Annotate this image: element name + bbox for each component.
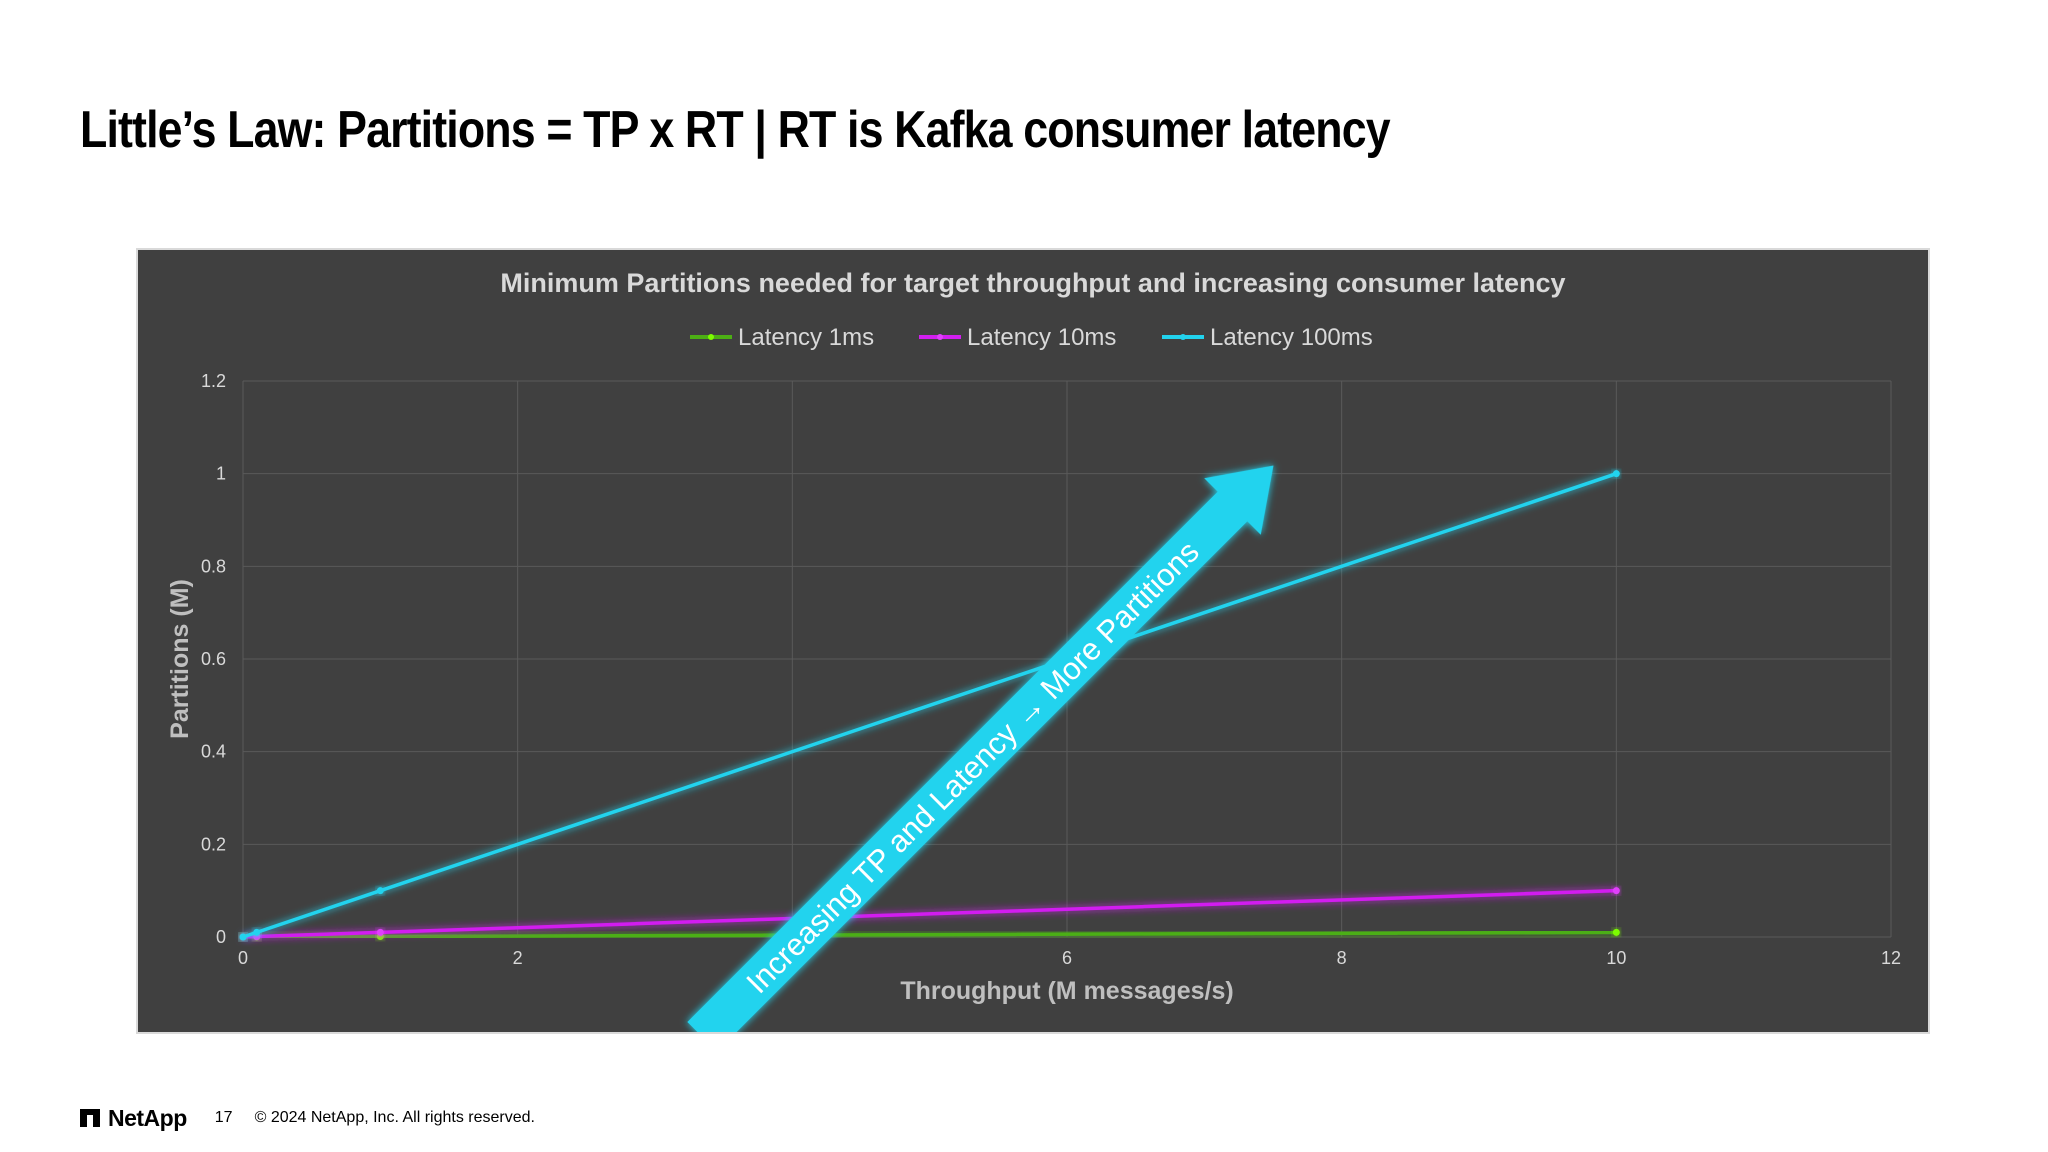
chart-title: Minimum Partitions needed for target thr… (500, 268, 1565, 298)
data-point (376, 928, 384, 936)
y-tick-label: 0.6 (201, 649, 226, 669)
logo-text: NetApp (108, 1104, 187, 1131)
series-line (242, 888, 1617, 939)
annotation-arrow: Increasing TP and Latency → More Partiti… (687, 465, 1274, 1032)
x-tick-label: 2 (513, 948, 523, 968)
x-tick-label: 10 (1606, 948, 1626, 968)
copyright: © 2024 NetApp, Inc. All rights reserved. (254, 1109, 535, 1126)
x-tick-label: 12 (1881, 948, 1901, 968)
legend-swatch-marker (1180, 334, 1186, 340)
netapp-logo: NetApp (80, 1105, 187, 1132)
x-axis-label: Throughput (M messages/s) (900, 977, 1233, 1005)
y-tick-label: 1 (216, 464, 226, 484)
legend-label: Latency 10ms (967, 324, 1116, 351)
y-tick-label: 0.4 (201, 742, 226, 762)
series-line (242, 472, 1617, 939)
chart-panel: Minimum Partitions needed for target thr… (136, 248, 1930, 1034)
legend-swatch-marker (937, 334, 943, 340)
slide-title: Little’s Law: Partitions = TP x RT | RT … (80, 101, 1391, 159)
legend-label: Latency 100ms (1210, 324, 1373, 351)
y-tick-label: 0.8 (201, 556, 226, 576)
footer: NetApp 17 © 2024 NetApp, Inc. All rights… (80, 1104, 535, 1132)
data-point (1612, 928, 1620, 936)
x-tick-label: 0 (238, 948, 248, 968)
y-axis-label: Partitions (M) (166, 579, 194, 739)
data-point (1612, 887, 1620, 895)
y-tick-label: 0.2 (201, 834, 226, 854)
x-tick-label: 6 (1062, 948, 1072, 968)
chart-svg: Minimum Partitions needed for target thr… (166, 268, 1901, 1032)
data-point (1612, 470, 1620, 478)
data-point (253, 928, 261, 936)
legend-label: Latency 1ms (738, 324, 874, 351)
page-number: 17 (214, 1109, 233, 1126)
annotation-arrow-shape (687, 465, 1274, 1032)
legend-swatch-marker (708, 334, 714, 340)
netapp-logo-icon (80, 1109, 100, 1127)
data-point (376, 887, 384, 895)
data-point (239, 933, 247, 941)
x-tick-label: 8 (1337, 948, 1347, 968)
y-tick-label: 1.2 (201, 371, 226, 391)
series-line (242, 930, 1617, 939)
y-tick-label: 0 (216, 927, 226, 947)
annotation-text: Increasing TP and Latency → More Partiti… (740, 534, 1206, 1000)
